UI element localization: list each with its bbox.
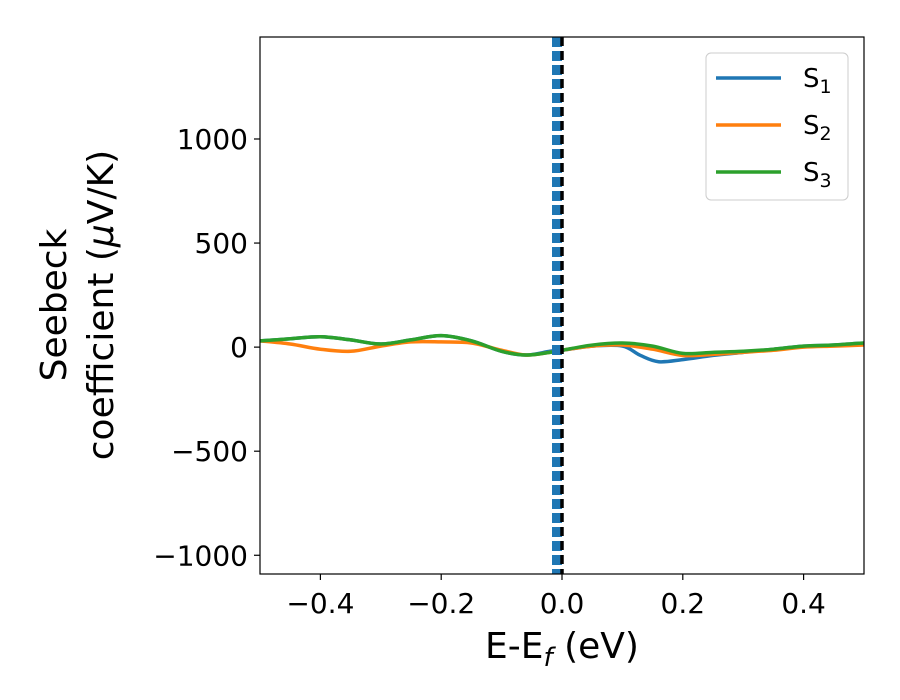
y-tick-label: −500 <box>171 435 248 468</box>
y-axis-label-line2: coefficient (μV/K) <box>81 150 122 460</box>
y-tick-label: 0 <box>230 331 248 364</box>
legend-label-s2: S2 <box>803 111 832 145</box>
y-axis-label-unit: V/K) <box>81 150 122 224</box>
legend-entries: S1 S2 S3 <box>716 64 832 192</box>
y-axis-label-prefix: coefficient ( <box>81 247 122 460</box>
y-axis-label-line1: Seebeck <box>34 228 75 381</box>
x-tick-label: −0.4 <box>286 587 354 620</box>
x-tick-label: 0.4 <box>781 587 826 620</box>
y-axis-label-mu: μ <box>81 224 122 248</box>
legend-label-s3: S3 <box>803 158 832 192</box>
y-axis-ticks: −1000 −500 0 500 1000 <box>153 123 260 572</box>
zero-energy-marker <box>552 37 564 574</box>
x-tick-label: 0.0 <box>540 587 585 620</box>
y-tick-label: 500 <box>195 227 248 260</box>
x-tick-label: 0.2 <box>661 587 706 620</box>
x-axis-label-unit: (eV) <box>553 626 639 667</box>
y-tick-label: −1000 <box>153 539 248 572</box>
x-axis-label-main: E-E <box>485 626 543 667</box>
legend: S1 S2 S3 <box>705 52 849 201</box>
y-tick-label: 1000 <box>177 123 248 156</box>
legend-label-s1: S1 <box>803 64 832 98</box>
x-tick-label: −0.2 <box>407 587 475 620</box>
x-axis-label: E-Ef (eV) <box>485 626 639 673</box>
x-axis-ticks: −0.4 −0.2 0.0 0.2 0.4 <box>286 574 826 620</box>
y-axis-label: Seebeck coefficient (μV/K) <box>34 150 122 460</box>
